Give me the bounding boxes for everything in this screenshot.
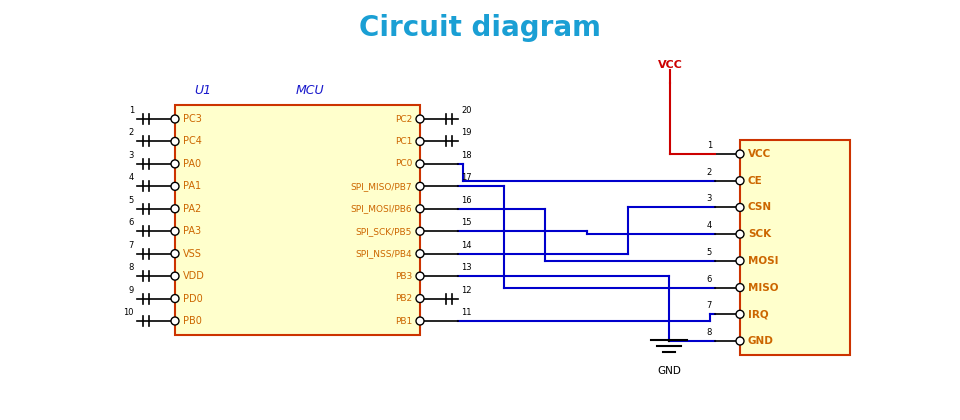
Circle shape — [736, 150, 744, 158]
Text: SPI_NSS/PB4: SPI_NSS/PB4 — [355, 249, 412, 258]
Text: 14: 14 — [461, 241, 471, 249]
Circle shape — [171, 182, 179, 190]
Circle shape — [416, 137, 424, 145]
Text: 18: 18 — [461, 151, 471, 160]
Text: PC0: PC0 — [395, 159, 412, 168]
Text: GND: GND — [657, 366, 681, 376]
Text: 17: 17 — [461, 173, 471, 182]
Circle shape — [416, 227, 424, 235]
Text: 16: 16 — [461, 196, 471, 205]
Circle shape — [416, 160, 424, 168]
Text: PC3: PC3 — [183, 114, 202, 124]
Text: 7: 7 — [707, 301, 712, 310]
Text: SPI_SCK/PB5: SPI_SCK/PB5 — [355, 227, 412, 236]
Circle shape — [171, 115, 179, 123]
Text: PB1: PB1 — [395, 317, 412, 326]
Circle shape — [171, 249, 179, 257]
Circle shape — [736, 310, 744, 318]
Text: Circuit diagram: Circuit diagram — [359, 14, 601, 42]
Circle shape — [416, 182, 424, 190]
Text: 7: 7 — [129, 241, 134, 249]
Text: 13: 13 — [461, 263, 471, 272]
Circle shape — [171, 205, 179, 213]
Text: 19: 19 — [461, 129, 471, 137]
Circle shape — [171, 317, 179, 325]
Text: 4: 4 — [707, 221, 712, 230]
Text: 5: 5 — [129, 196, 134, 205]
Text: 3: 3 — [707, 194, 712, 203]
Text: PC4: PC4 — [183, 136, 202, 147]
Circle shape — [171, 160, 179, 168]
Text: 3: 3 — [129, 151, 134, 160]
Circle shape — [736, 257, 744, 265]
Text: VDD: VDD — [183, 271, 204, 281]
Text: U1: U1 — [195, 84, 211, 97]
Text: PA3: PA3 — [183, 226, 202, 236]
Text: 6: 6 — [129, 218, 134, 227]
Text: 8: 8 — [129, 263, 134, 272]
Text: 6: 6 — [707, 275, 712, 284]
Text: MISO: MISO — [748, 283, 779, 293]
Text: PB0: PB0 — [183, 316, 202, 326]
Text: PB3: PB3 — [395, 272, 412, 281]
Circle shape — [736, 284, 744, 291]
Text: PD0: PD0 — [183, 294, 203, 304]
Text: 10: 10 — [124, 308, 134, 317]
Text: 11: 11 — [461, 308, 471, 317]
Text: PC1: PC1 — [395, 137, 412, 146]
Text: PC2: PC2 — [395, 115, 412, 123]
Text: 1: 1 — [129, 106, 134, 115]
Text: CSN: CSN — [748, 202, 772, 213]
Circle shape — [736, 337, 744, 345]
Text: PB2: PB2 — [395, 294, 412, 303]
Text: 8: 8 — [707, 328, 712, 337]
Bar — [175, 105, 420, 335]
Text: IRQ: IRQ — [748, 309, 769, 319]
Text: MCU: MCU — [296, 84, 324, 97]
Text: 15: 15 — [461, 218, 471, 227]
Text: SCK: SCK — [748, 229, 771, 239]
Text: CE: CE — [748, 176, 763, 186]
Circle shape — [416, 272, 424, 280]
Text: 2: 2 — [129, 129, 134, 137]
Text: 5: 5 — [707, 248, 712, 257]
Text: SPI_MISO/PB7: SPI_MISO/PB7 — [350, 182, 412, 191]
Text: SPI_MOSI/PB6: SPI_MOSI/PB6 — [350, 204, 412, 213]
Text: MOSI: MOSI — [748, 256, 779, 266]
Circle shape — [736, 203, 744, 211]
Circle shape — [416, 115, 424, 123]
Circle shape — [416, 317, 424, 325]
Circle shape — [171, 272, 179, 280]
Text: 9: 9 — [129, 286, 134, 294]
Circle shape — [416, 294, 424, 302]
Text: 1: 1 — [707, 141, 712, 150]
Circle shape — [171, 294, 179, 302]
Text: VSS: VSS — [183, 249, 202, 259]
Circle shape — [171, 227, 179, 235]
Circle shape — [736, 230, 744, 238]
Circle shape — [416, 249, 424, 257]
Text: 12: 12 — [461, 286, 471, 294]
Text: GND: GND — [748, 336, 774, 346]
Circle shape — [736, 177, 744, 185]
Text: 2: 2 — [707, 168, 712, 177]
Text: VCC: VCC — [748, 149, 771, 159]
Text: 20: 20 — [461, 106, 471, 115]
Circle shape — [416, 205, 424, 213]
Text: PA2: PA2 — [183, 204, 202, 214]
Text: PA1: PA1 — [183, 181, 202, 192]
Circle shape — [171, 137, 179, 145]
Text: 4: 4 — [129, 173, 134, 182]
Text: VCC: VCC — [658, 60, 683, 70]
Text: PA0: PA0 — [183, 159, 202, 169]
Bar — [740, 140, 850, 355]
